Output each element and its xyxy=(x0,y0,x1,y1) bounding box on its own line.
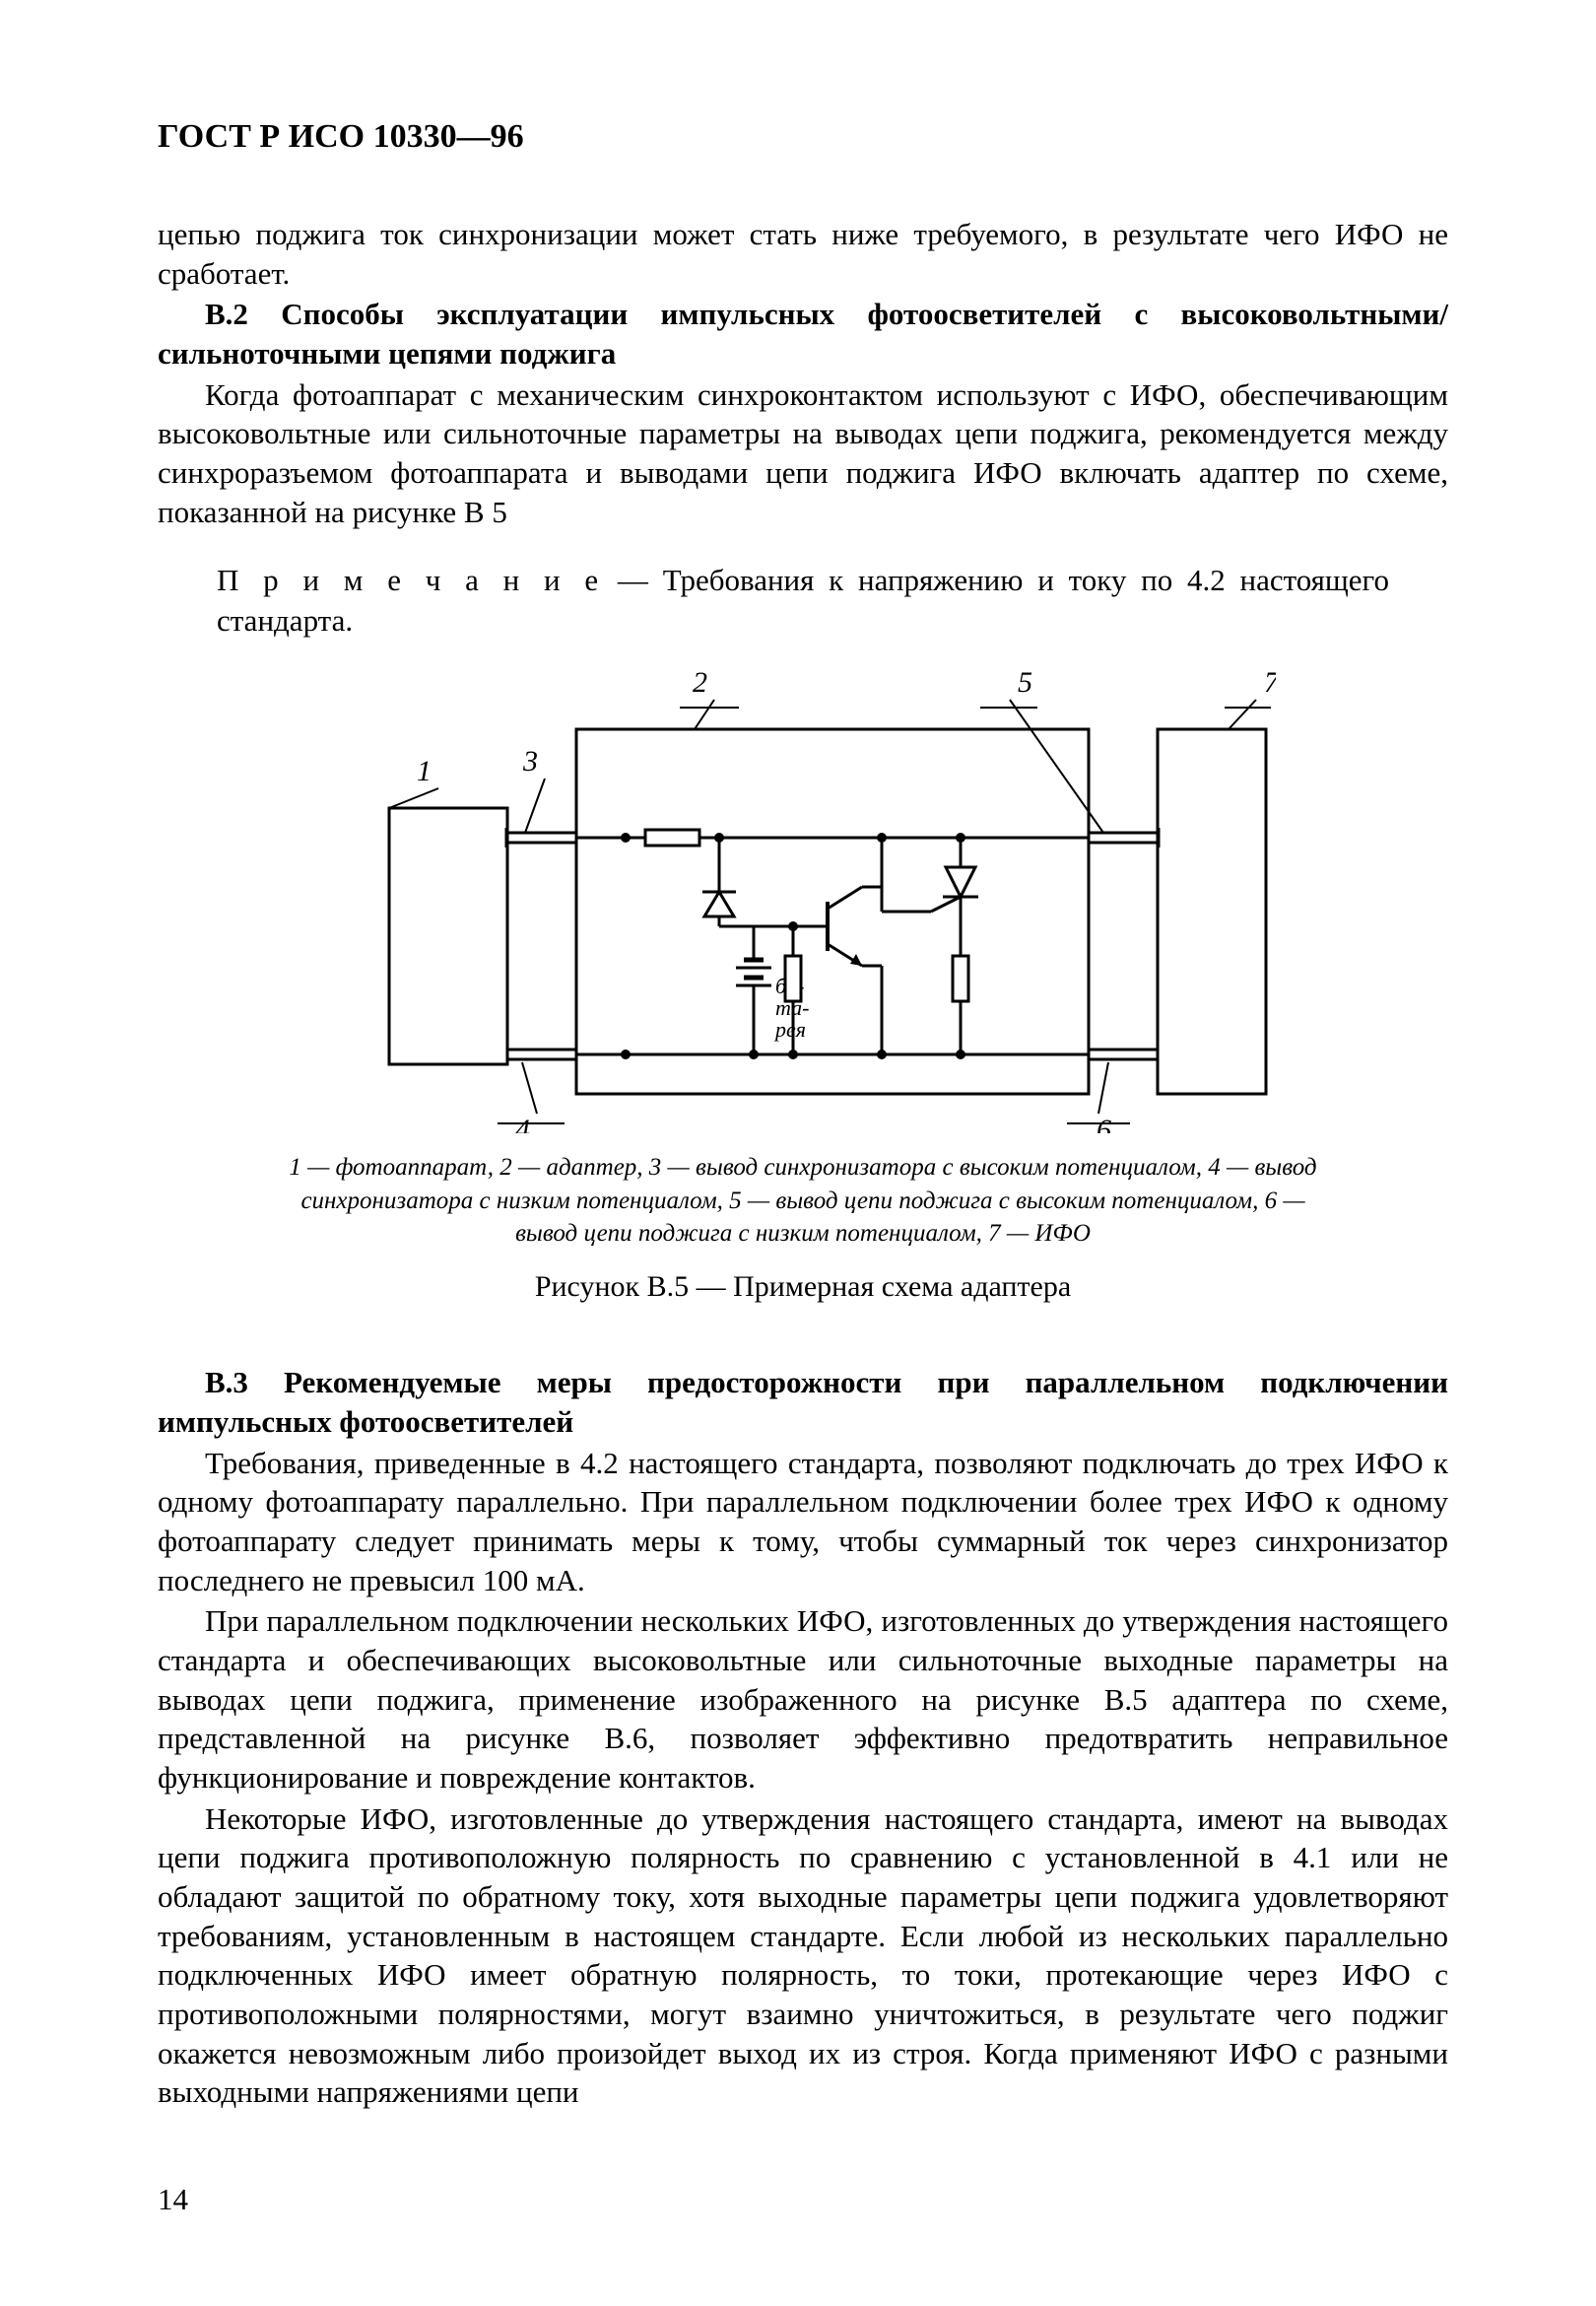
note-block: П р и м е ч а н и е — Требования к напря… xyxy=(217,561,1389,641)
para-continuation: цепью поджига ток синхронизации может ст… xyxy=(158,215,1448,293)
figure-title: Рисунок В.5 — Примерная схема адаптера xyxy=(158,1270,1448,1304)
standard-header: ГОСТ Р ИСО 10330—96 xyxy=(158,118,1448,156)
svg-text:7: 7 xyxy=(1264,666,1276,699)
figure-legend: 1 — фотоаппарат, 2 — адаптер, 3 — вывод … xyxy=(276,1151,1330,1251)
page: ГОСТ Р ИСО 10330—96 цепью поджига ток си… xyxy=(0,0,1596,2306)
para-b3-3: Некоторые ИФО, изготовленные до утвержде… xyxy=(158,1799,1448,2112)
page-number: 14 xyxy=(158,2182,188,2217)
para-b3-1: Требования, приведенные в 4.2 настоящего… xyxy=(158,1444,1448,1600)
schematic-svg: ба-та-рея1234567 xyxy=(330,660,1276,1133)
svg-text:2: 2 xyxy=(693,666,707,699)
para-b3-2: При параллельном подключении нескольких … xyxy=(158,1601,1448,1797)
section-b2-head: В.2 Способы эксплуатации импульсных фото… xyxy=(158,295,1448,373)
figure-legend-text: 1 — фотоаппарат, 2 — адаптер, 3 — вывод … xyxy=(289,1154,1316,1248)
para-b2-body: Когда фотоаппарат с механическим синхрок… xyxy=(158,375,1448,532)
svg-text:3: 3 xyxy=(522,745,538,778)
svg-text:рея: рея xyxy=(773,1017,806,1042)
svg-text:5: 5 xyxy=(1018,666,1032,699)
body-text-block-2: В.3 Рекомендуемые меры предосторожности … xyxy=(158,1363,1448,2112)
section-b3-head: В.3 Рекомендуемые меры предосторожности … xyxy=(158,1363,1448,1441)
body-text-block-1: цепью поджига ток синхронизации может ст… xyxy=(158,215,1448,531)
note-label: П р и м е ч а н и е xyxy=(217,563,603,597)
figure-b5: ба-та-рея1234567 xyxy=(158,660,1448,1133)
svg-text:1: 1 xyxy=(417,755,432,787)
